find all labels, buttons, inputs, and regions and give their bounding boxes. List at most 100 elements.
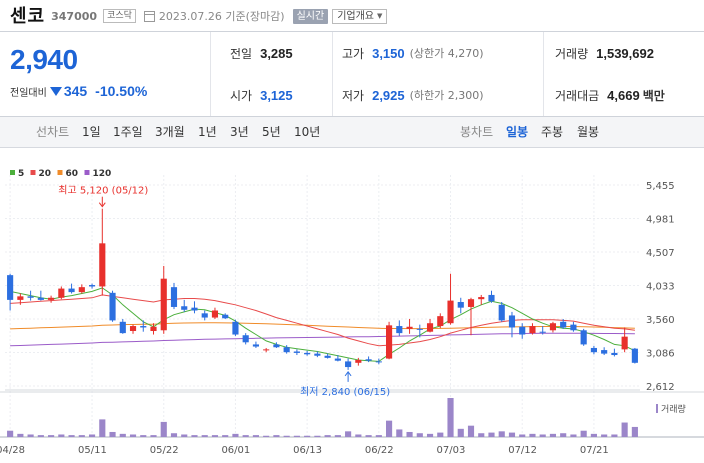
candle-body (508, 315, 516, 328)
volume-bar (181, 434, 188, 437)
candle-body (631, 348, 638, 363)
volume-bar (365, 435, 372, 437)
volume-bar (99, 419, 106, 437)
volume-bar (263, 435, 270, 437)
candle-body (99, 243, 106, 287)
volume-bar (406, 431, 413, 437)
tab-3y[interactable]: 3년 (230, 125, 249, 139)
volume-bar (498, 431, 505, 437)
volume-bar (324, 435, 331, 437)
candle-body (621, 336, 628, 350)
prev-close-label: 전일 (230, 46, 253, 61)
volume-value: 1,539,692 (596, 45, 654, 61)
market-badge: 코스닥 (103, 9, 136, 23)
candle-body (355, 359, 362, 363)
quote-panel: 2,940 전일대비 345 -10.50% 전일 3,285 고가 3,150… (0, 31, 704, 117)
candle-body (283, 347, 290, 353)
candle-body (129, 326, 137, 331)
candle-body (386, 325, 393, 359)
high-value: 3,150 (372, 45, 405, 61)
open-label: 시가 (230, 88, 253, 103)
candle-body (324, 355, 331, 358)
x-tick-label: 06/22 (365, 445, 394, 456)
x-tick-label: 05/22 (150, 445, 179, 456)
max-annotation: 최고 5,120 (05/12) (58, 185, 148, 197)
tab-3m[interactable]: 3개월 (155, 125, 185, 139)
volume-bar (580, 430, 587, 437)
y-tick-label: 3,086 (646, 348, 675, 359)
candle-body (560, 321, 567, 328)
x-tick-label: 04/28 (0, 445, 25, 456)
volume-bar (170, 433, 178, 437)
volume-bar (437, 432, 444, 437)
volume-bar (129, 434, 137, 437)
price-chart[interactable]: 5 20 60 120 5,455 4,981 4,507 4,033 3,560 3,086 2,… (0, 150, 704, 463)
candle-body (549, 323, 557, 331)
chart-period-tabs: 선차트 1일 1주일 3개월 1년 3년 5년 10년 봉차트 일봉 주봉 월봉 (0, 117, 704, 148)
ma60-line (10, 322, 635, 330)
min-annotation: 최저 2,840 (06/15) (300, 386, 390, 398)
high-cell: 고가 3,150 (상한가 4,270) (342, 32, 484, 74)
current-price: 2,940 (10, 44, 78, 75)
volume-bar (37, 435, 44, 437)
volume-bar (560, 433, 567, 437)
realtime-button[interactable]: 실시간 (292, 8, 329, 24)
lower-limit: (하한가 2,300) (409, 89, 484, 102)
volume-bar (611, 434, 618, 437)
calendar-icon (143, 10, 155, 22)
volume-bar (467, 425, 475, 437)
candle-body (396, 326, 403, 334)
volume-bar (48, 435, 55, 437)
x-tick-label: 06/13 (293, 445, 322, 456)
volume-bar (222, 435, 229, 437)
candle-body (88, 285, 96, 287)
tab-monthly[interactable]: 월봉 (577, 125, 600, 139)
min-arrow-icon (344, 371, 352, 377)
candlestick-chart[interactable]: 5 20 60 120 5,455 4,981 4,507 4,033 3,560 3,086 2,… (0, 150, 704, 463)
volume-bar (242, 435, 249, 437)
change-value: 345 (63, 83, 88, 99)
down-arrow-icon (49, 86, 62, 96)
candle-body (68, 288, 75, 293)
candle-body (539, 331, 546, 333)
candle-body (314, 353, 321, 356)
tab-weekly[interactable]: 주봉 (541, 125, 564, 139)
candle-body (437, 316, 444, 327)
tab-10y[interactable]: 10년 (294, 125, 321, 139)
volume-bar (631, 426, 638, 437)
company-overview-button[interactable]: 기업개요 ▼ (332, 8, 388, 24)
low-label: 저가 (342, 88, 365, 103)
volume-bar (252, 435, 259, 437)
stock-header: 센코 347000 코스닥 2023.07.26 기준(장마감) 실시간 기업개… (0, 0, 704, 30)
tab-1d[interactable]: 1일 (82, 125, 101, 139)
candle-body (426, 323, 434, 332)
candle-body (304, 352, 311, 355)
volume-bar (109, 431, 116, 437)
candle-body (447, 300, 454, 324)
volume-bar (621, 422, 628, 437)
volume-label: 거래량 (661, 403, 686, 415)
volume-bar (7, 430, 14, 437)
volume-bar (58, 434, 65, 437)
candle-body (580, 330, 587, 345)
open-value: 3,125 (260, 87, 293, 103)
tab-5y[interactable]: 5년 (262, 125, 281, 139)
volume-bar (150, 435, 157, 437)
volume-bar (519, 434, 526, 437)
candle-body (58, 288, 65, 298)
candle-body (457, 302, 464, 308)
candle-body (160, 278, 167, 331)
candle-body (191, 307, 198, 311)
legend-swatch (57, 170, 63, 175)
tab-daily[interactable]: 일봉 (506, 125, 529, 139)
tab-1w[interactable]: 1주일 (113, 125, 143, 139)
x-tick-label: 07/12 (508, 445, 537, 456)
volume-bar (488, 432, 495, 437)
volume-bar (508, 432, 516, 437)
tab-1y[interactable]: 1년 (198, 125, 217, 139)
candle-body (416, 328, 423, 330)
volume-bar (539, 434, 546, 437)
candle-body (611, 352, 618, 356)
legend-label: 60 (66, 169, 79, 179)
y-tick-label: 2,612 (646, 382, 675, 393)
